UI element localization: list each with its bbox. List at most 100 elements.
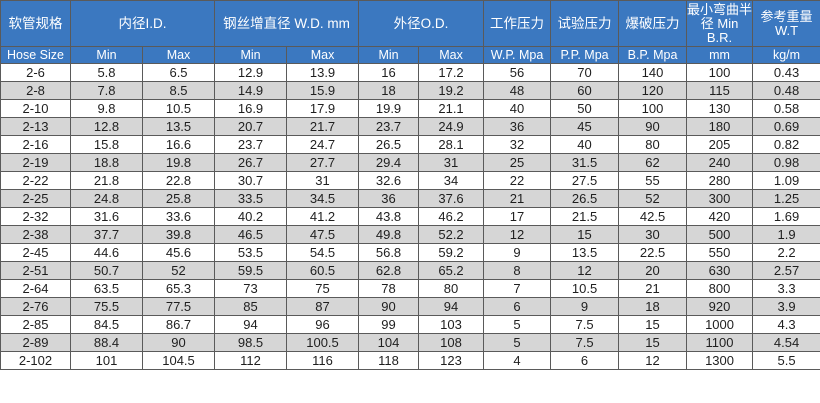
hose-size-cell: 2-8 <box>0 81 71 100</box>
table-row: 2-25 24.8 25.8 33.5 34.5 36 37.6 21 26.5 52 300 1.2… <box>0 189 820 208</box>
header-outer-diameter: 外径O.D. <box>358 0 485 47</box>
table-cell: 70 <box>550 63 620 82</box>
table-cell: 39.8 <box>141 225 216 244</box>
hose-spec-table: 软管规格 内径I.D. 钢丝增直径 W.D. mm 外径O.D. 工作压力 试验… <box>0 0 820 370</box>
table-cell: 50 <box>550 99 620 118</box>
table-cell: 9.8 <box>70 99 143 118</box>
table-cell: 20 <box>618 261 688 280</box>
table-cell: 1300 <box>686 351 754 370</box>
table-cell: 10.5 <box>550 279 620 298</box>
table-cell: 23.7 <box>214 135 288 154</box>
table-cell: 3.3 <box>752 279 820 298</box>
table-row: 2-45 44.6 45.6 53.5 54.5 56.8 59.2 9 13.5 22.5 550… <box>0 243 820 262</box>
table-cell: 18.8 <box>70 153 143 172</box>
table-cell: 9 <box>550 297 620 316</box>
table-cell: 13.9 <box>286 63 360 82</box>
table-cell: 8 <box>483 261 552 280</box>
table-cell: 800 <box>686 279 754 298</box>
table-cell: 60.5 <box>286 261 360 280</box>
table-cell: 14.9 <box>214 81 288 100</box>
table-cell: 24.7 <box>286 135 360 154</box>
table-cell: 16.9 <box>214 99 288 118</box>
table-cell: 45.6 <box>141 243 216 262</box>
table-cell: 42.5 <box>618 207 688 226</box>
table-cell: 1.09 <box>752 171 820 190</box>
hose-size-cell: 2-51 <box>0 261 71 280</box>
table-cell: 56 <box>483 63 552 82</box>
table-cell: 27.7 <box>286 153 360 172</box>
table-cell: 53.5 <box>214 243 288 262</box>
table-cell: 4.3 <box>752 315 820 334</box>
table-cell: 100 <box>686 63 754 82</box>
header-unit-cell: Max <box>418 46 485 64</box>
table-cell: 31.5 <box>550 153 620 172</box>
table-row: 2-8 7.8 8.5 14.9 15.9 18 19.2 48 60 120 115 0.48 <box>0 81 820 100</box>
hose-size-cell: 2-10 <box>0 99 71 118</box>
table-cell: 112 <box>214 351 288 370</box>
table-cell: 24.8 <box>70 189 143 208</box>
table-cell: 280 <box>686 171 754 190</box>
table-cell: 23.7 <box>358 117 420 136</box>
table-cell: 1000 <box>686 315 754 334</box>
hose-size-cell: 2-6 <box>0 63 71 82</box>
table-cell: 77.5 <box>141 297 216 316</box>
table-cell: 12.8 <box>70 117 143 136</box>
table-body: 2-6 5.8 6.5 12.9 13.9 16 17.2 56 70 140 100 0.43 2-8… <box>0 63 820 370</box>
table-cell: 62.8 <box>358 261 420 280</box>
table-cell: 59.2 <box>418 243 485 262</box>
header-unit-cell: mm <box>686 46 754 64</box>
table-cell: 123 <box>418 351 485 370</box>
table-cell: 41.2 <box>286 207 360 226</box>
table-cell: 80 <box>418 279 485 298</box>
table-cell: 84.5 <box>70 315 143 334</box>
header-unit-cell: B.P. Mpa <box>618 46 688 64</box>
table-cell: 25 <box>483 153 552 172</box>
table-cell: 40 <box>550 135 620 154</box>
table-cell: 108 <box>418 333 485 352</box>
table-cell: 34.5 <box>286 189 360 208</box>
table-cell: 37.7 <box>70 225 143 244</box>
table-cell: 22 <box>483 171 552 190</box>
table-cell: 78 <box>358 279 420 298</box>
table-row: 2-38 37.7 39.8 46.5 47.5 49.8 52.2 12 15 30 500 1.9 <box>0 225 820 244</box>
table-cell: 98.5 <box>214 333 288 352</box>
table-cell: 13.5 <box>550 243 620 262</box>
table-cell: 5 <box>483 333 552 352</box>
table-cell: 30.7 <box>214 171 288 190</box>
table-cell: 12 <box>483 225 552 244</box>
table-cell: 52 <box>618 189 688 208</box>
hose-size-cell: 2-102 <box>0 351 71 370</box>
table-cell: 15.8 <box>70 135 143 154</box>
table-cell: 100.5 <box>286 333 360 352</box>
table-cell: 12 <box>618 351 688 370</box>
hose-size-cell: 2-16 <box>0 135 71 154</box>
table-cell: 30 <box>618 225 688 244</box>
hose-size-cell: 2-13 <box>0 117 71 136</box>
table-cell: 21.7 <box>286 117 360 136</box>
table-cell: 15 <box>618 315 688 334</box>
table-cell: 88.4 <box>70 333 143 352</box>
hose-size-cell: 2-76 <box>0 297 71 316</box>
table-cell: 26.7 <box>214 153 288 172</box>
table-cell: 18 <box>358 81 420 100</box>
table-cell: 10.5 <box>141 99 216 118</box>
table-row: 2-85 84.5 86.7 94 96 99 103 5 7.5 15 1000 4.3 <box>0 315 820 334</box>
table-cell: 21.1 <box>418 99 485 118</box>
table-cell: 44.6 <box>70 243 143 262</box>
header-weight: 参考重量 W.T <box>752 0 820 47</box>
table-cell: 1.69 <box>752 207 820 226</box>
table-cell: 5.8 <box>70 63 143 82</box>
table-cell: 116 <box>286 351 360 370</box>
header-wire-diameter: 钢丝增直径 W.D. mm <box>214 0 360 47</box>
table-cell: 60 <box>550 81 620 100</box>
table-row: 2-76 75.5 77.5 85 87 90 94 6 9 18 920 3.9 <box>0 297 820 316</box>
table-cell: 75.5 <box>70 297 143 316</box>
table-cell: 104 <box>358 333 420 352</box>
table-cell: 63.5 <box>70 279 143 298</box>
table-cell: 33.6 <box>141 207 216 226</box>
table-cell: 55 <box>618 171 688 190</box>
header-unit-cell: W.P. Mpa <box>483 46 552 64</box>
table-cell: 40 <box>483 99 552 118</box>
table-cell: 1.25 <box>752 189 820 208</box>
table-cell: 1100 <box>686 333 754 352</box>
